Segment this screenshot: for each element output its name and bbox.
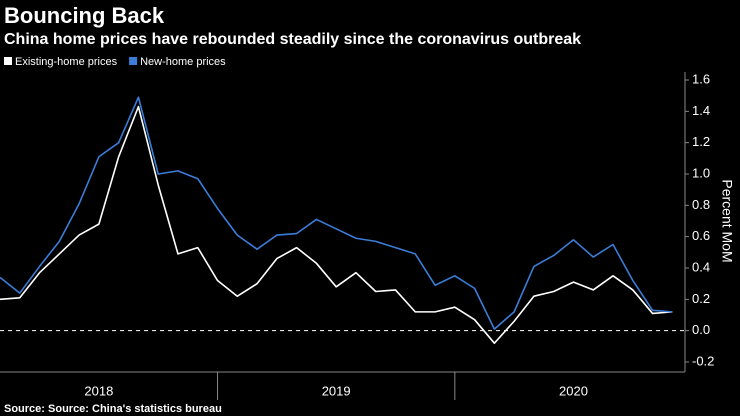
chart-title: Bouncing Back: [4, 3, 165, 28]
y-tick-label: 1.6: [692, 71, 710, 86]
x-tick-label: 2018: [84, 383, 113, 398]
chart-subtitle: China home prices have rebounded steadil…: [4, 31, 581, 48]
y-tick-label: 0.4: [692, 259, 710, 274]
y-tick-label: 0.2: [692, 291, 710, 306]
legend-swatch: [4, 57, 12, 65]
y-tick-label: 1.4: [692, 103, 710, 118]
series-line: [0, 96, 673, 330]
source: Source: Source: China's statistics burea…: [4, 403, 222, 415]
x-tick-label: 2020: [559, 383, 588, 398]
legend-label: New-home prices: [140, 56, 226, 68]
legend-swatch: [129, 57, 138, 65]
y-tick-label: -0.2: [692, 353, 714, 368]
y-tick-label: 1.2: [692, 134, 710, 149]
series-line: [0, 105, 673, 344]
y-axis-label: Percent MoM: [719, 179, 735, 262]
y-tick-label: 1.0: [692, 165, 710, 180]
y-tick-label: 0.8: [692, 197, 710, 212]
y-tick-label: 0.6: [692, 228, 710, 243]
legend-label: Existing-home prices: [15, 56, 118, 68]
x-tick-label: 2019: [322, 383, 351, 398]
y-tick-label: 0.0: [692, 322, 710, 337]
